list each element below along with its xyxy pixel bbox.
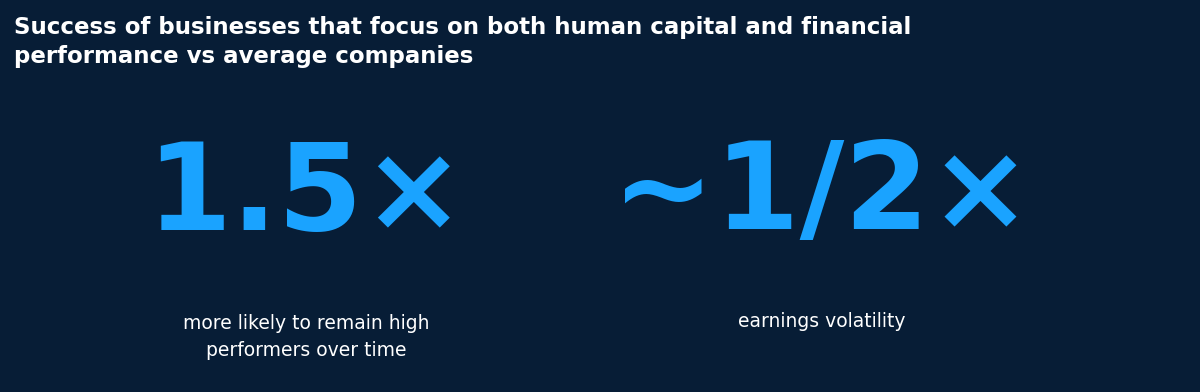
- Text: earnings volatility: earnings volatility: [738, 312, 906, 331]
- Text: more likely to remain high
performers over time: more likely to remain high performers ov…: [182, 314, 430, 360]
- Text: 1.5×: 1.5×: [146, 138, 466, 254]
- Text: ~1/2×: ~1/2×: [612, 138, 1032, 254]
- Text: Success of businesses that focus on both human capital and financial
performance: Success of businesses that focus on both…: [14, 16, 912, 68]
